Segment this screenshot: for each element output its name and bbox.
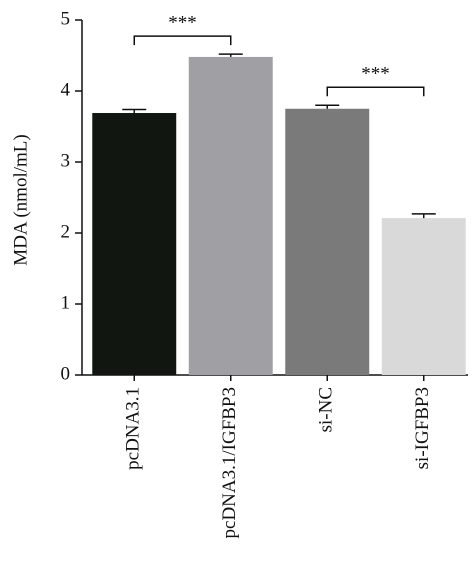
x-tick-label: pcDNA3.1/IGFBP3 [219, 387, 240, 538]
significance-label: *** [361, 64, 390, 85]
x-tick-label: si-NC [316, 387, 337, 432]
error-bar [315, 104, 340, 109]
bar [381, 218, 466, 375]
significance-label: *** [168, 12, 197, 33]
error-bar [122, 108, 147, 114]
y-tick-label: 2 [61, 221, 71, 242]
significance-bracket [133, 35, 232, 46]
bar [188, 56, 273, 376]
significance-bracket [326, 86, 425, 97]
y-tick-label: 1 [61, 292, 71, 313]
bar [92, 113, 177, 375]
error-bar [218, 53, 243, 57]
x-tick-label: pcDNA3.1 [123, 387, 144, 470]
y-tick-label: 0 [61, 363, 71, 384]
y-tick-label: 4 [61, 79, 71, 100]
error-bar [411, 213, 436, 219]
y-tick-label: 3 [61, 150, 71, 171]
y-axis-label: MDA (nmol/mL) [10, 134, 31, 265]
y-tick-label: 5 [61, 8, 71, 29]
x-tick-label: si-IGFBP3 [412, 387, 433, 469]
bar [285, 108, 370, 375]
